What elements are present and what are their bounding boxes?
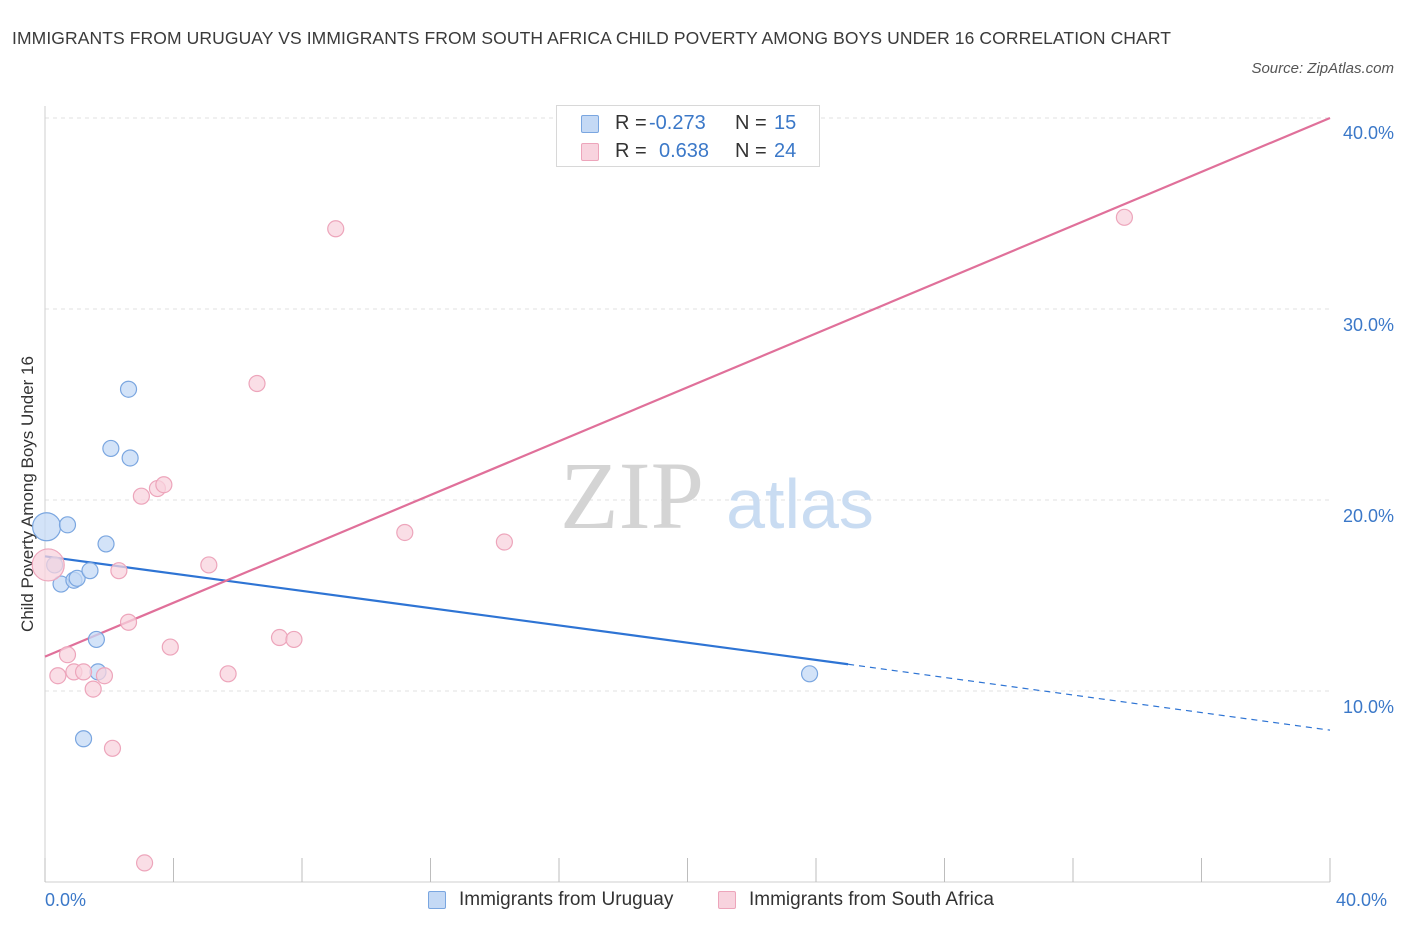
point-south-africa: [200, 556, 218, 574]
legend-label-uruguay: Immigrants from Uruguay: [459, 889, 674, 910]
point-uruguay: [800, 665, 819, 683]
point-uruguay: [97, 535, 115, 553]
axes: [44, 106, 1331, 883]
legend-label-south-africa: Immigrants from South Africa: [749, 889, 994, 910]
legend-r-value: 0.638: [659, 140, 710, 162]
y-tick-20: 20.0%: [1342, 506, 1394, 526]
trend-line-extension-0: [848, 663, 1331, 731]
point-south-africa: [132, 487, 150, 505]
correlation-legend: R = -0.273 N = 15 R = 0.638 N = 24: [556, 105, 820, 167]
point-south-africa: [248, 374, 266, 393]
point-south-africa: [110, 562, 128, 580]
watermark: ZIP atlas: [560, 442, 874, 549]
point-south-africa: [58, 646, 77, 664]
point-south-africa: [31, 548, 65, 582]
legend-r-label: R =: [615, 112, 647, 134]
point-south-africa: [103, 739, 122, 757]
point-south-africa: [495, 533, 513, 551]
y-tick-40: 40.0%: [1342, 123, 1394, 143]
legend-swatch-south-africa: [718, 891, 736, 909]
point-south-africa: [119, 613, 138, 631]
legend-r-label: R =: [615, 140, 647, 162]
grid-lines: [45, 117, 1330, 692]
legend-swatch-uruguay: [581, 115, 599, 133]
trend-lines: [44, 116, 1331, 731]
watermark-zip: ZIP: [560, 442, 704, 549]
point-south-africa: [155, 476, 173, 494]
point-uruguay: [121, 449, 139, 467]
watermark-atlas: atlas: [726, 465, 874, 543]
point-south-africa: [135, 854, 154, 872]
point-uruguay: [102, 439, 120, 458]
point-south-africa: [84, 680, 102, 698]
point-uruguay: [119, 380, 138, 398]
point-uruguay: [32, 512, 62, 542]
point-uruguay: [87, 630, 106, 649]
chart-title: IMMIGRANTS FROM URUGUAY VS IMMIGRANTS FR…: [12, 28, 1172, 48]
point-south-africa: [285, 630, 303, 649]
point-uruguay: [81, 562, 99, 580]
trend-line-1: [44, 116, 1331, 658]
point-south-africa: [1115, 208, 1134, 226]
point-uruguay: [58, 516, 77, 534]
x-tick-max: 40.0%: [1336, 890, 1388, 910]
data-points: [31, 208, 1134, 872]
point-south-africa: [74, 663, 93, 681]
point-south-africa: [270, 628, 289, 647]
legend-n-label: N =: [735, 140, 767, 162]
point-uruguay: [68, 569, 86, 587]
chart-source: Source: ZipAtlas.com: [1251, 60, 1394, 77]
legend-swatch-south-africa: [581, 143, 599, 161]
trend-line-0: [44, 555, 849, 666]
point-south-africa: [396, 523, 414, 542]
point-south-africa: [95, 667, 114, 685]
series-legend: Immigrants from Uruguay Immigrants from …: [0, 888, 1406, 918]
point-uruguay: [74, 730, 93, 748]
legend-n-value: 15: [774, 112, 797, 134]
point-south-africa: [49, 667, 67, 685]
point-south-africa: [327, 220, 345, 238]
legend-n-label: N =: [735, 112, 767, 134]
legend-n-value: 24: [774, 140, 797, 162]
y-tick-30: 30.0%: [1342, 315, 1394, 335]
y-tick-10: 10.0%: [1342, 697, 1394, 717]
legend-r-value: -0.273: [649, 112, 706, 134]
x-tick-min: 0.0%: [45, 890, 87, 910]
point-south-africa: [219, 665, 237, 683]
legend-swatch-uruguay: [428, 891, 446, 909]
point-south-africa: [161, 638, 179, 656]
